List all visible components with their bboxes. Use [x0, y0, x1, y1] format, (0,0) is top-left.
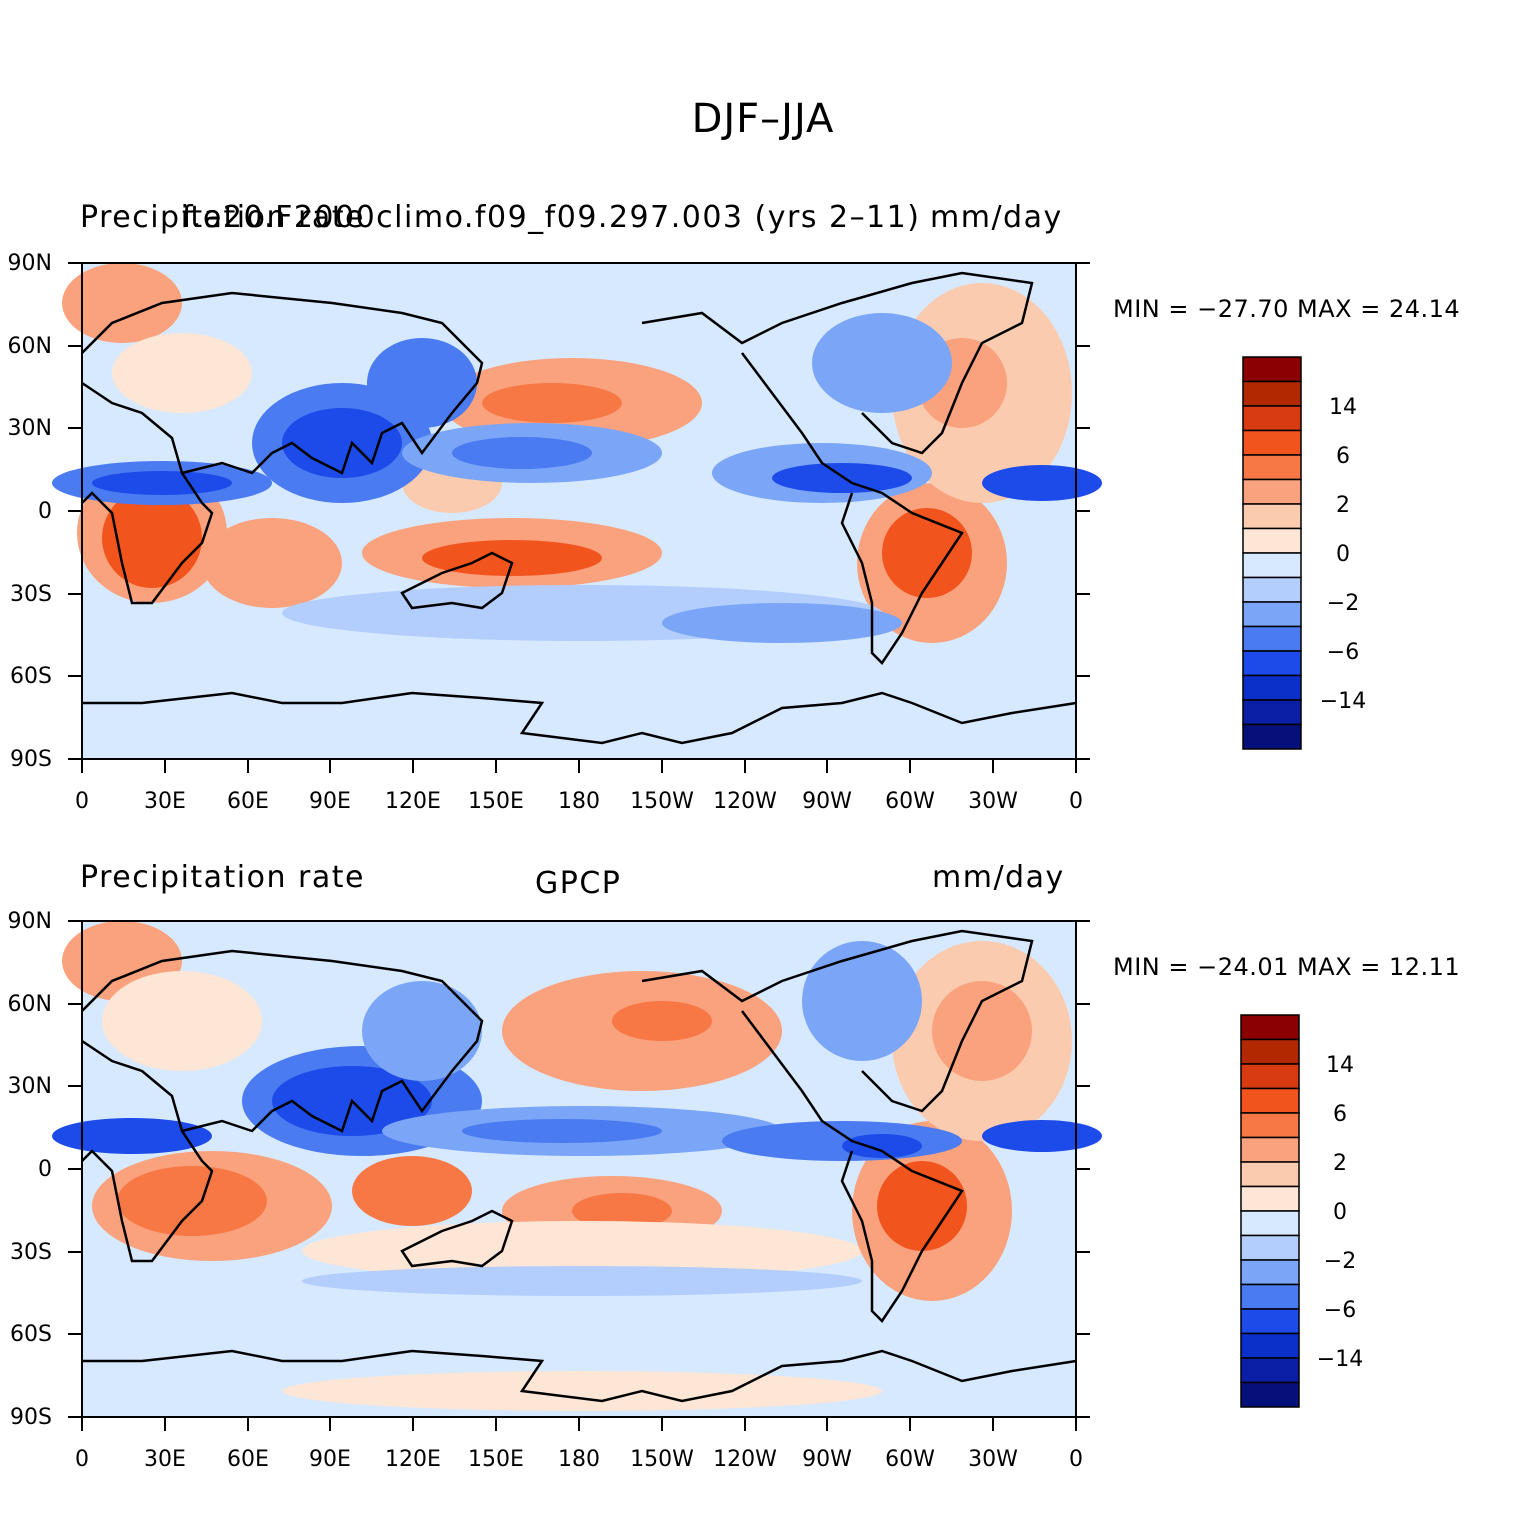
p1-cb-label-m14: −14 [1319, 689, 1367, 714]
p2-lat-60n: 60N [7, 992, 52, 1017]
panel2-map [52, 921, 1102, 1417]
panel1-axes [68, 262, 1090, 773]
p1-cb-label-14: 14 [1329, 395, 1357, 420]
p2-cb-label-0: 0 [1333, 1200, 1347, 1225]
p2-lon-60w: 60W [885, 1447, 935, 1472]
panel2-right-string: mm/day [932, 860, 1065, 895]
p1-lon-0: 0 [75, 789, 89, 814]
panel2-min-max: MIN = −24.01 MAX = 12.11 [1113, 953, 1461, 981]
coastlines [81, 929, 1077, 1403]
panel2-left-string: Precipitation rate [80, 860, 365, 895]
p2-lon-0: 0 [75, 1447, 89, 1472]
p2-lat-30n: 30N [7, 1074, 52, 1099]
p1-lon-180: 180 [558, 789, 600, 814]
positive-anomaly-fields [62, 921, 1072, 1411]
p2-cb-label-m6: −6 [1323, 1298, 1357, 1323]
p2-lon-30w: 30W [968, 1447, 1018, 1472]
figure-title: DJF–JJA [691, 96, 835, 142]
p1-lon-120e: 120E [385, 789, 441, 814]
p1-cb-label-m6: −6 [1326, 640, 1360, 665]
p2-cb-label-m2: −2 [1323, 1249, 1357, 1274]
p1-lon-150w: 150W [630, 789, 694, 814]
p1-cb-label-0: 0 [1336, 542, 1350, 567]
p2-lon-30e: 30E [144, 1447, 186, 1472]
p2-lon-180: 180 [558, 1447, 600, 1472]
p1-cb-label-2: 2 [1336, 493, 1350, 518]
p2-cb-label-m14: −14 [1316, 1347, 1364, 1372]
p1-lon-90e: 90E [309, 789, 351, 814]
panel2-center-string: GPCP [535, 866, 622, 901]
p1-lat-60n: 60N [7, 334, 52, 359]
p2-lon-150w: 150W [630, 1447, 694, 1472]
p2-lon-150e: 150E [468, 1447, 524, 1472]
p1-lon-60w: 60W [885, 789, 935, 814]
p1-lat-90s: 90S [10, 747, 52, 772]
panel1-colorbar [1242, 356, 1302, 750]
p1-lat-60s: 60S [10, 664, 52, 689]
p1-cb-label-m2: −2 [1326, 591, 1360, 616]
panel1-right-string: mm/day [930, 200, 1063, 235]
p1-lat-30n: 30N [7, 416, 52, 441]
p2-lon-90w: 90W [802, 1447, 852, 1472]
p2-cb-label-2: 2 [1333, 1151, 1347, 1176]
p1-lon-30w: 30W [968, 789, 1018, 814]
panel1-left-string: Precipitation rate [80, 200, 365, 235]
p1-lat-90n: 90N [7, 251, 52, 276]
p2-lat-0: 0 [38, 1157, 52, 1182]
panel2-axes [68, 920, 1090, 1431]
p2-lat-60s: 60S [10, 1322, 52, 1347]
panel2-colorbar [1240, 1014, 1300, 1408]
p1-lon-0-end: 0 [1069, 789, 1083, 814]
p2-lon-60e: 60E [227, 1447, 269, 1472]
p2-cb-label-6: 6 [1333, 1102, 1347, 1127]
p2-lon-90e: 90E [309, 1447, 351, 1472]
p1-cb-label-6: 6 [1336, 444, 1350, 469]
p1-lon-90w: 90W [802, 789, 852, 814]
panel1-map [52, 263, 1102, 759]
negative-anomaly-fields [52, 941, 1102, 1296]
p2-cb-label-14: 14 [1326, 1053, 1354, 1078]
p2-lon-120e: 120E [385, 1447, 441, 1472]
p1-lon-120w: 120W [713, 789, 777, 814]
negative-anomaly-fields [52, 313, 1102, 643]
panel1-center-string: f.e20.F2000climo.f09_f09.297.003 (yrs 2–… [182, 200, 921, 235]
p1-lon-30e: 30E [144, 789, 186, 814]
panel1-min-max: MIN = −27.70 MAX = 24.14 [1113, 295, 1461, 323]
p1-lat-0: 0 [38, 499, 52, 524]
p2-lon-0-end: 0 [1069, 1447, 1083, 1472]
p2-lat-30s: 30S [10, 1240, 52, 1265]
p2-lat-90s: 90S [10, 1405, 52, 1430]
p2-lat-90n: 90N [7, 909, 52, 934]
coastlines [81, 271, 1077, 745]
p1-lon-60e: 60E [227, 789, 269, 814]
p1-lon-150e: 150E [468, 789, 524, 814]
p1-lat-30s: 30S [10, 582, 52, 607]
p2-lon-120w: 120W [713, 1447, 777, 1472]
